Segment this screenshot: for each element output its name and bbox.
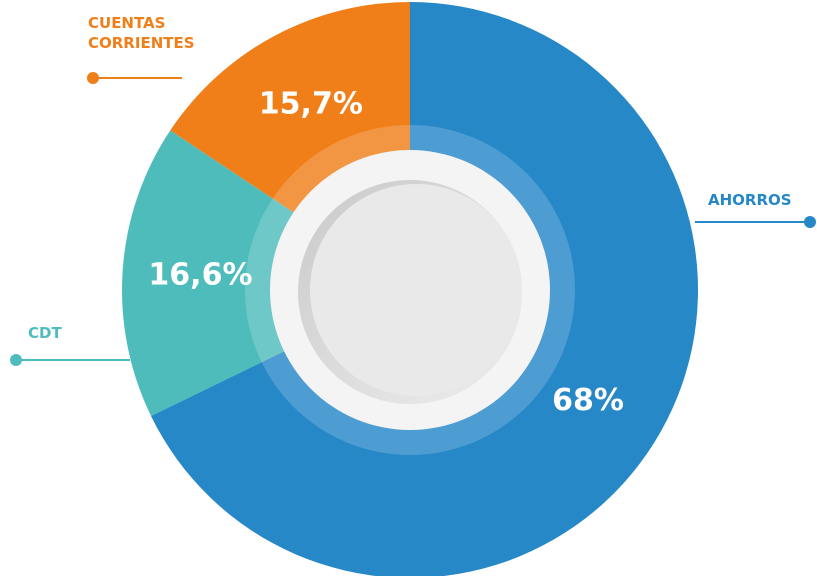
- value-label: 68%: [552, 383, 624, 418]
- category-label: CUENTAS CORRIENTES: [88, 14, 195, 52]
- leader-dot: [10, 354, 22, 366]
- inner-center: [310, 184, 522, 396]
- category-label: AHORROS: [708, 191, 792, 209]
- slice: [122, 130, 410, 416]
- value-label: 15,7%: [259, 86, 363, 121]
- category-label: CDT: [28, 324, 62, 342]
- leader-dot: [87, 72, 99, 84]
- value-label: 16,6%: [148, 257, 252, 292]
- leader-dot: [804, 216, 816, 228]
